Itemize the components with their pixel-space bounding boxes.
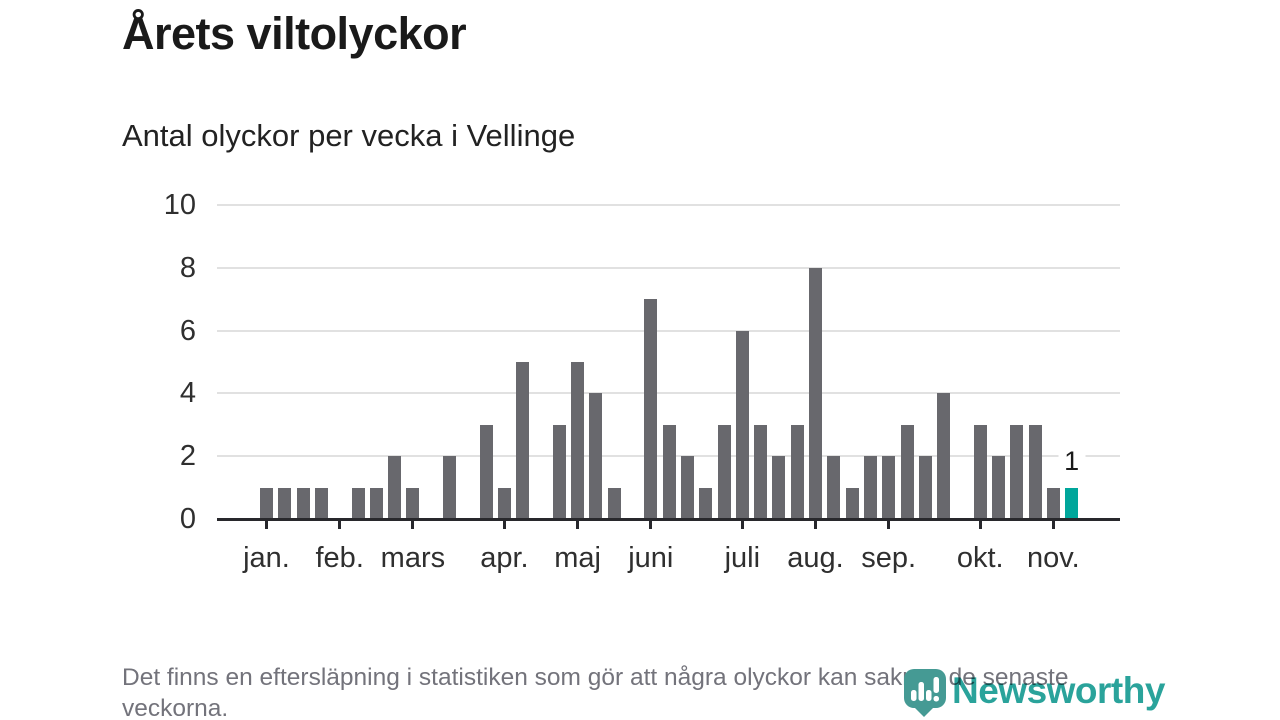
gridline bbox=[217, 204, 1120, 206]
x-tick bbox=[411, 520, 415, 529]
x-tick bbox=[265, 520, 268, 529]
bar bbox=[754, 424, 768, 519]
bar bbox=[717, 424, 731, 519]
bar bbox=[900, 424, 914, 519]
x-tick-label: okt. bbox=[956, 542, 1004, 574]
bar bbox=[479, 424, 493, 519]
bar bbox=[772, 456, 786, 519]
y-tick-label: 2 bbox=[179, 440, 196, 473]
bar bbox=[1046, 487, 1060, 519]
bar bbox=[314, 487, 328, 519]
x-tick bbox=[740, 520, 744, 529]
gridline bbox=[217, 329, 1120, 332]
newsworthy-logo[interactable]: Newsworthy bbox=[903, 668, 1165, 720]
bar bbox=[516, 362, 530, 519]
x-tick-label: sep. bbox=[861, 542, 917, 574]
bar bbox=[918, 456, 932, 519]
bar-highlighted bbox=[1065, 487, 1079, 519]
bar bbox=[863, 456, 877, 519]
y-tick-label: 6 bbox=[179, 314, 196, 347]
x-tick bbox=[814, 520, 817, 529]
bar bbox=[388, 456, 402, 519]
bar bbox=[1010, 424, 1024, 519]
bar bbox=[443, 456, 456, 519]
bar bbox=[882, 456, 896, 519]
plot-area: 1 bbox=[217, 204, 1120, 529]
x-tick bbox=[1051, 520, 1055, 529]
x-tick-label: mars bbox=[380, 542, 446, 574]
x-tick-label: juli bbox=[724, 542, 761, 574]
x-tick-label: maj bbox=[554, 542, 601, 574]
bar bbox=[809, 267, 822, 519]
x-tick-label: apr. bbox=[480, 542, 529, 574]
x-tick bbox=[887, 520, 891, 529]
x-tick-label: juni bbox=[628, 542, 674, 574]
gridline bbox=[217, 392, 1120, 395]
bar bbox=[680, 456, 694, 519]
bar bbox=[589, 393, 603, 519]
gridline bbox=[217, 266, 1120, 269]
bar bbox=[607, 487, 621, 519]
x-tick-label: feb. bbox=[315, 542, 364, 574]
bar bbox=[827, 456, 841, 519]
bar bbox=[973, 424, 987, 519]
bar bbox=[278, 487, 292, 519]
bar bbox=[497, 487, 511, 519]
x-tick-label: nov. bbox=[1027, 542, 1080, 574]
x-axis-line bbox=[217, 518, 1120, 521]
y-tick-label: 0 bbox=[179, 503, 196, 535]
speech-bubble-shape bbox=[904, 669, 946, 717]
highlight-value-label: 1 bbox=[1058, 445, 1086, 476]
x-tick bbox=[576, 520, 580, 529]
bar bbox=[260, 487, 273, 519]
bar bbox=[1028, 424, 1042, 519]
bar bbox=[552, 424, 566, 519]
bar bbox=[296, 487, 310, 519]
y-tick-label: 4 bbox=[179, 377, 196, 410]
bar bbox=[571, 362, 585, 519]
bar bbox=[699, 487, 713, 519]
x-tick-label: jan. bbox=[243, 542, 290, 574]
bar bbox=[662, 424, 676, 519]
bar bbox=[845, 487, 859, 519]
x-tick bbox=[502, 520, 506, 529]
bar bbox=[790, 424, 804, 519]
x-tick bbox=[649, 520, 653, 529]
bar bbox=[351, 487, 365, 519]
newsworthy-bubble-chart-icon bbox=[904, 669, 946, 717]
newsworthy-wordmark: Newsworthy bbox=[952, 670, 1165, 711]
bar bbox=[735, 330, 749, 519]
y-tick-label: 10 bbox=[163, 189, 196, 221]
bar bbox=[369, 487, 383, 519]
x-tick bbox=[338, 520, 342, 529]
bar bbox=[992, 456, 1005, 519]
y-tick-label: 8 bbox=[179, 251, 196, 284]
page-title: Årets viltolyckor bbox=[122, 8, 467, 59]
bar bbox=[644, 299, 658, 519]
chart-subtitle: Antal olyckor per vecka i Vellinge bbox=[122, 118, 576, 153]
bar bbox=[937, 393, 951, 519]
bar bbox=[406, 487, 420, 519]
x-tick-label: aug. bbox=[787, 542, 844, 574]
x-tick bbox=[978, 520, 982, 529]
